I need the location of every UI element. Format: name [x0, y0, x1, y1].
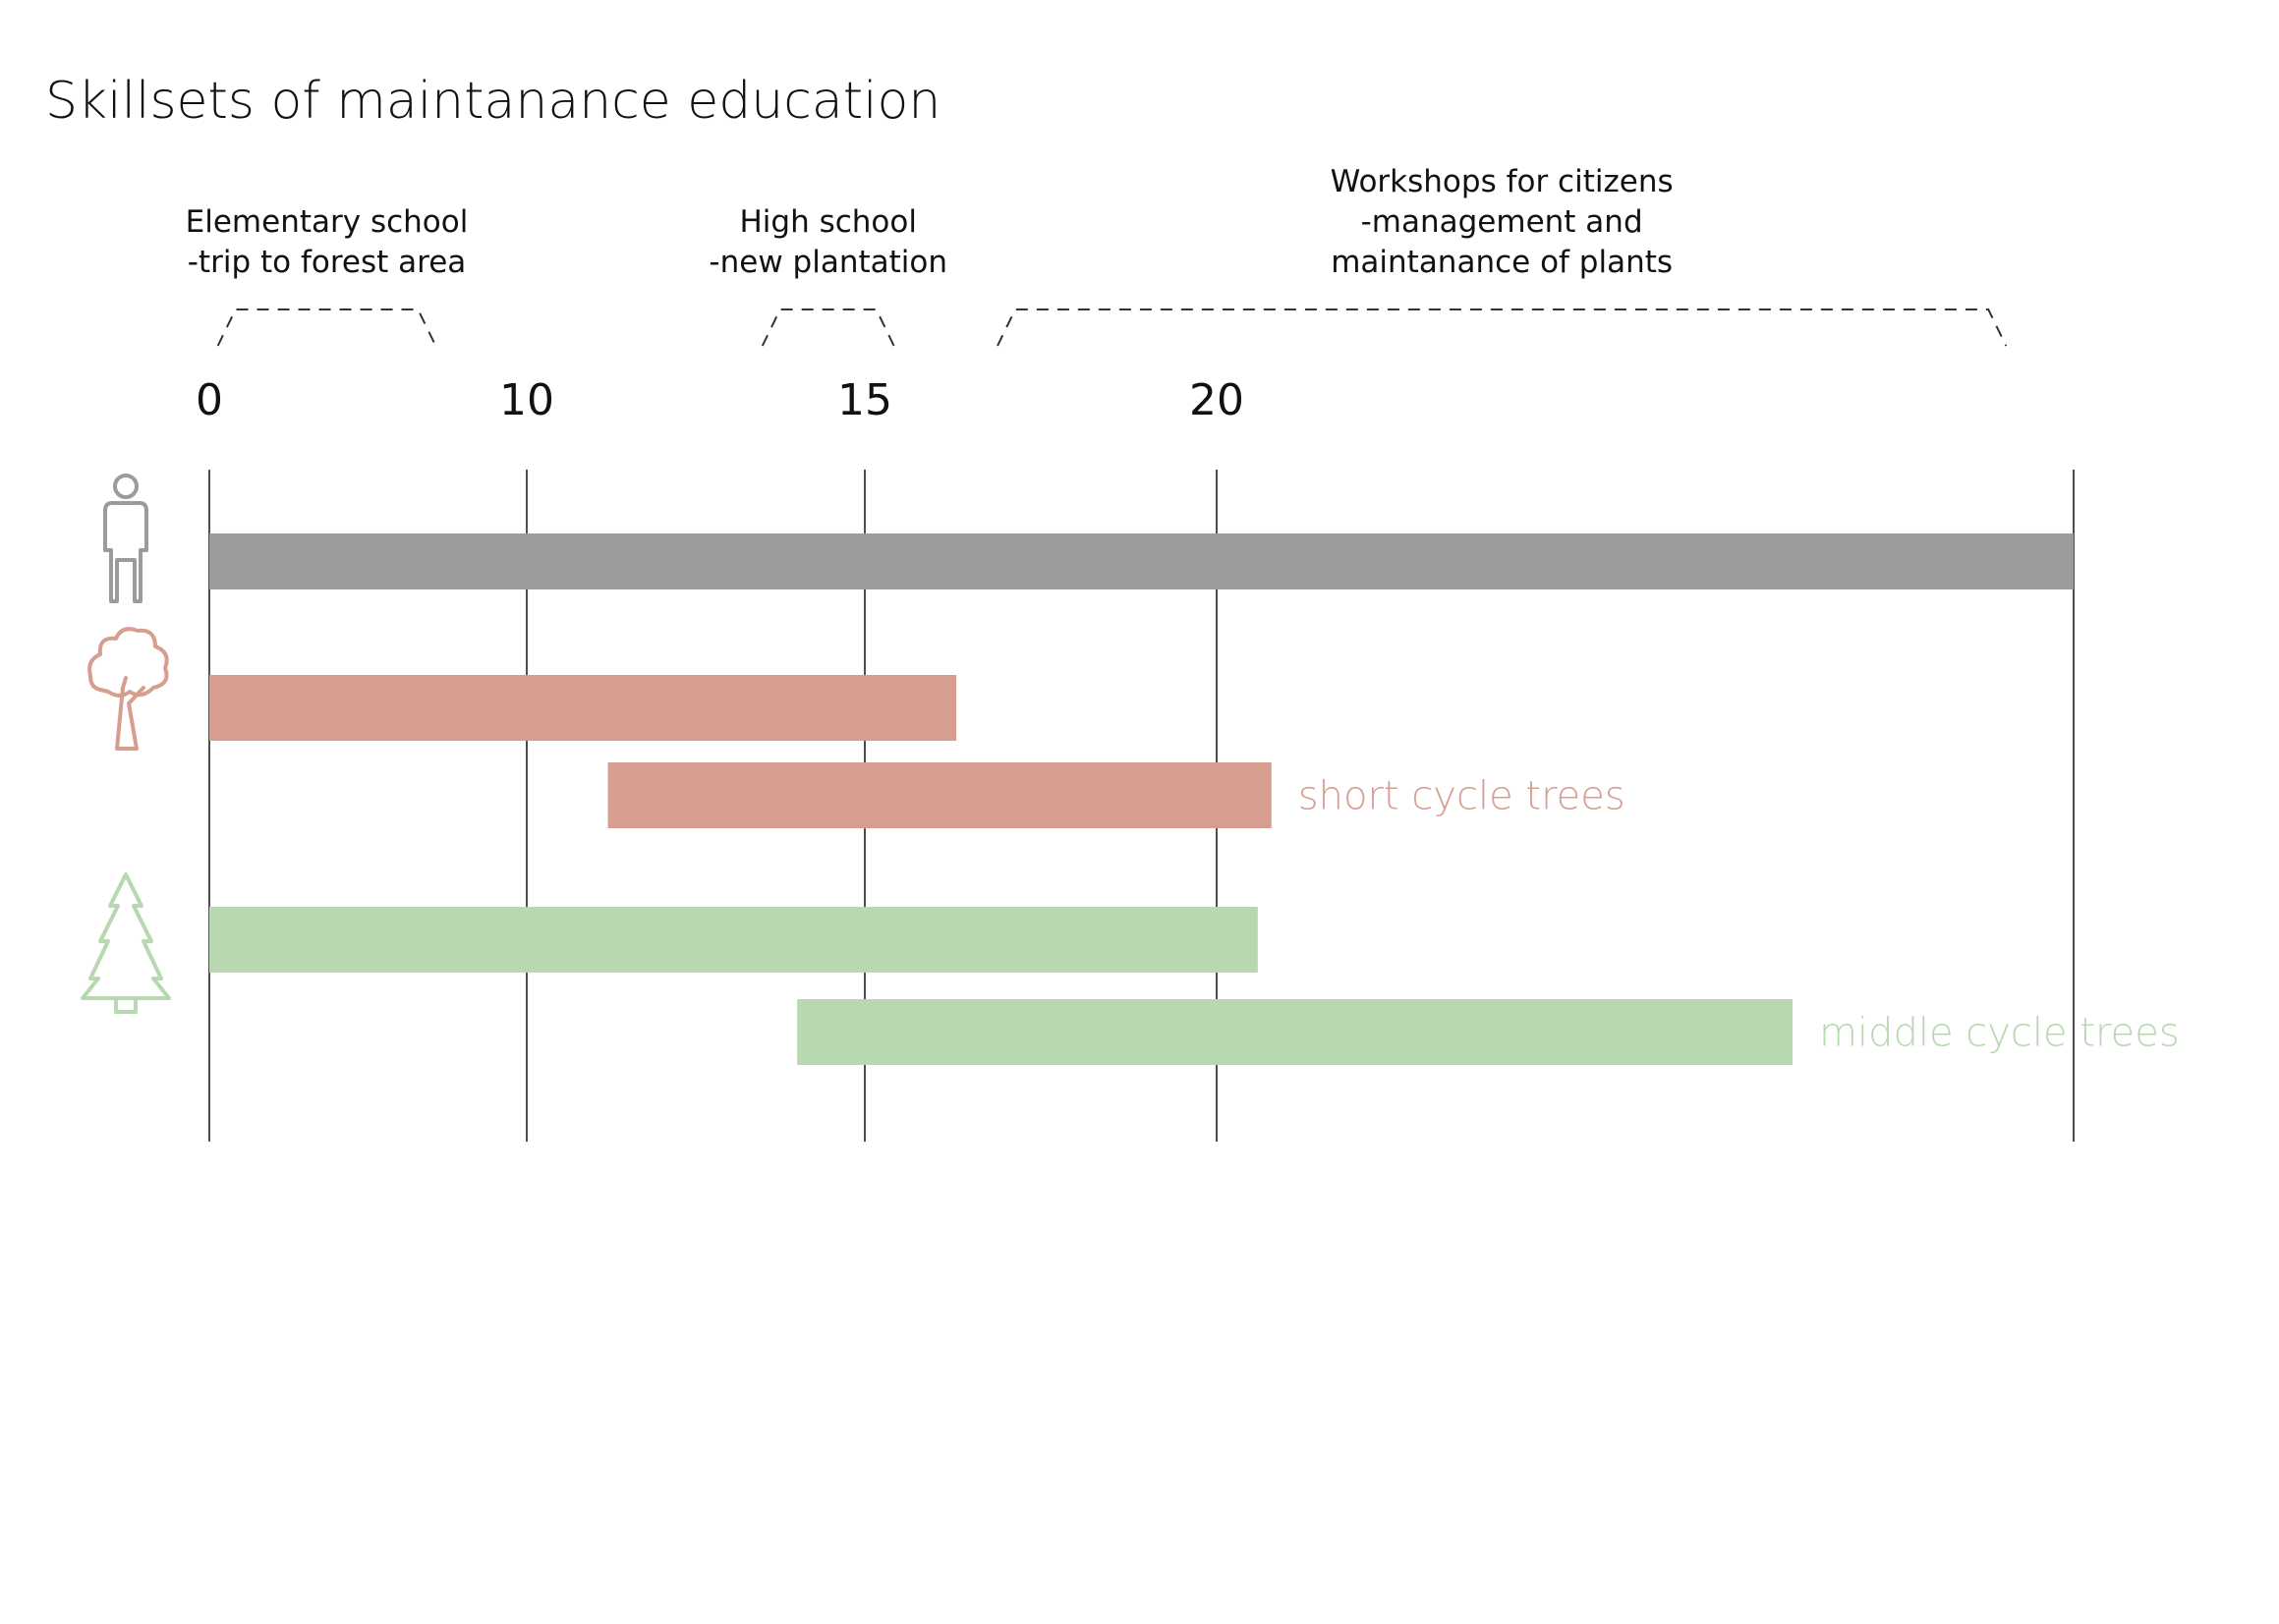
series-label-middle: middle cycle trees	[1819, 1011, 2180, 1056]
x-tick-label: 10	[499, 375, 554, 425]
pine-tree-icon	[81, 872, 171, 1014]
bar-short-1	[209, 675, 957, 741]
phase-bracket-elementary	[216, 308, 437, 347]
series-label-short: short cycle trees	[1298, 774, 1625, 819]
x-tick-labels: 0 10 15 20	[196, 375, 1244, 425]
phase-label-highschool: -new plantation	[709, 245, 947, 280]
x-tick-label: 0	[196, 375, 223, 425]
deciduous-tree-icon	[87, 627, 169, 751]
phase-label-highschool: High school	[739, 204, 917, 240]
bar-human-1	[209, 533, 2074, 589]
phase-bracket-highschool	[761, 308, 895, 347]
x-tick-label: 20	[1189, 375, 1244, 425]
phase-label-workshops: maintanance of plants	[1331, 245, 1673, 280]
phase-label-workshops: -management and	[1361, 204, 1643, 240]
bar-short-2	[607, 762, 1272, 828]
phase-bracket-workshops	[997, 308, 2008, 347]
phase-label-workshops: Workshops for citizens	[1331, 164, 1674, 199]
bars	[209, 533, 2074, 1065]
phase-annotations: Elementary school -trip to forest area Hig…	[186, 164, 2008, 347]
person-icon	[103, 474, 148, 603]
phase-label-elementary: -trip to forest area	[188, 245, 467, 280]
x-tick-label: 15	[837, 375, 892, 425]
series-labels: short cycle trees middle cycle trees	[1298, 774, 2180, 1056]
bar-middle-1	[209, 907, 1258, 973]
chart-title: Skillsets of maintanance education	[45, 72, 940, 131]
bar-middle-2	[797, 999, 1793, 1065]
phase-label-elementary: Elementary school	[186, 204, 469, 240]
